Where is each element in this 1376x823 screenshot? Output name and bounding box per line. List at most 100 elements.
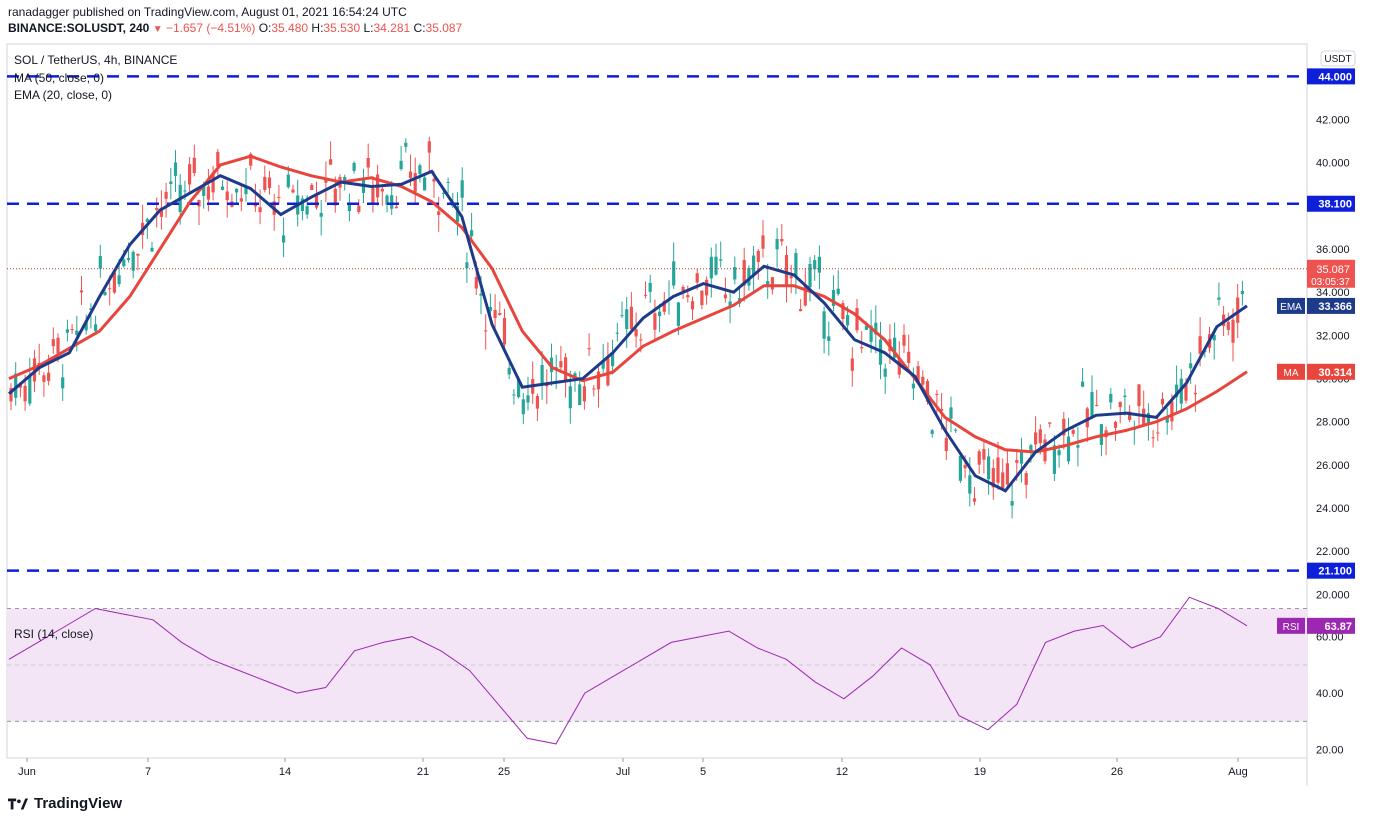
candle-body xyxy=(728,301,732,306)
candle-body xyxy=(902,334,906,346)
candle-body xyxy=(991,468,995,488)
candle-body xyxy=(470,230,474,237)
candle-body xyxy=(413,173,417,192)
candle-body xyxy=(1231,319,1235,343)
candle-body xyxy=(864,325,868,330)
publish-line: ranadagger published on TradingView.com,… xyxy=(8,4,462,20)
candle-body xyxy=(460,180,464,198)
candle-body xyxy=(98,256,102,269)
candle-body xyxy=(394,206,398,209)
currency-badge[interactable] xyxy=(1320,50,1356,67)
candle-body xyxy=(705,279,709,296)
candle-body xyxy=(690,301,695,310)
tradingview-logo[interactable]: TradingView xyxy=(8,795,122,812)
candle-body xyxy=(883,368,887,377)
time-axis-tick: Jul xyxy=(616,766,630,778)
candle-body xyxy=(1029,445,1033,451)
candle-body xyxy=(23,385,27,402)
candle-body xyxy=(347,203,351,212)
candle-body xyxy=(897,358,901,375)
ma-value-badge xyxy=(1307,363,1355,380)
price-axis-tick: 28.000 xyxy=(1316,417,1350,429)
candle-body xyxy=(521,399,525,415)
candle-body xyxy=(1024,473,1028,485)
candle-body xyxy=(84,321,88,331)
candle-body xyxy=(380,188,384,192)
candle-body xyxy=(418,165,422,174)
candle-body xyxy=(390,195,394,209)
current-price-label: 35.087 xyxy=(1316,264,1350,276)
candle-body xyxy=(65,329,69,333)
countdown-label: 03:05:37 xyxy=(1311,277,1350,288)
candle-body xyxy=(211,172,215,193)
candle-body xyxy=(239,198,243,202)
rsi-value-label: 63.87 xyxy=(1324,621,1352,633)
price-axis-tick: 34.000 xyxy=(1316,287,1350,299)
candle-body xyxy=(564,357,568,383)
candle-body xyxy=(89,308,93,310)
candle-body xyxy=(371,188,375,205)
candle-body xyxy=(944,438,948,452)
candle-body xyxy=(1057,450,1061,456)
candle-body xyxy=(159,207,163,217)
candle-body xyxy=(893,337,897,358)
legend-ma[interactable]: MA (50, close, 0) xyxy=(14,71,105,85)
author-name[interactable]: ranadagger xyxy=(8,5,70,19)
candle-body xyxy=(977,451,981,465)
candle-body xyxy=(658,311,662,317)
candle-body xyxy=(1170,401,1174,422)
candle-body xyxy=(916,366,920,382)
candle-body xyxy=(488,307,492,312)
candle-body xyxy=(662,300,666,312)
tradingview-logo-icon xyxy=(8,798,28,809)
legend-rsi[interactable]: RSI (14, close) xyxy=(14,627,94,641)
candle-body xyxy=(803,285,807,306)
low-label: L: xyxy=(363,21,374,35)
candle-body xyxy=(1165,417,1169,423)
candle-body xyxy=(925,380,930,402)
candle-body xyxy=(935,393,939,395)
candle-body xyxy=(498,313,502,315)
candle-body xyxy=(1071,430,1075,434)
candle-body xyxy=(437,211,441,215)
candle-body xyxy=(1226,321,1230,330)
candle-body xyxy=(244,186,248,195)
candle-body xyxy=(502,317,507,345)
open-value: 35.480 xyxy=(271,21,309,35)
rsi-tag-badge xyxy=(1277,617,1305,634)
candle-body xyxy=(963,465,967,469)
candle-body xyxy=(921,376,925,385)
candle-body xyxy=(51,339,55,347)
candle-body xyxy=(1217,297,1221,300)
candle-body xyxy=(474,277,478,289)
candle-body xyxy=(42,375,46,382)
time-axis-tick: 25 xyxy=(498,766,510,778)
ema-tag-badge xyxy=(1277,297,1305,314)
candle-body xyxy=(112,272,116,293)
candle-body xyxy=(1146,413,1150,424)
high-value: 35.530 xyxy=(323,21,361,35)
candle-body xyxy=(972,498,977,502)
price-axis-tick: 22.000 xyxy=(1316,546,1350,558)
candle-body xyxy=(192,157,196,174)
candle-body xyxy=(1156,432,1160,434)
candle-body xyxy=(601,361,605,369)
candle-body xyxy=(559,361,563,368)
candle-body xyxy=(14,373,18,398)
candle-body xyxy=(1128,411,1132,420)
level-price-label: 38.100 xyxy=(1318,199,1352,211)
candle-body xyxy=(587,348,591,350)
candle-body xyxy=(850,358,854,371)
candle-body xyxy=(831,289,836,307)
candle-body xyxy=(846,315,850,326)
candle-body xyxy=(568,386,572,409)
candle-body xyxy=(1160,398,1165,405)
candle-body xyxy=(1062,418,1066,436)
legend-ema[interactable]: EMA (20, close, 0) xyxy=(14,88,113,102)
candle-body xyxy=(987,456,991,480)
candle-body xyxy=(173,162,178,176)
legend-title: SOL / TetherUS, 4h, BINANCE xyxy=(14,53,178,67)
candle-body xyxy=(1118,401,1122,408)
candle-body xyxy=(784,254,789,285)
